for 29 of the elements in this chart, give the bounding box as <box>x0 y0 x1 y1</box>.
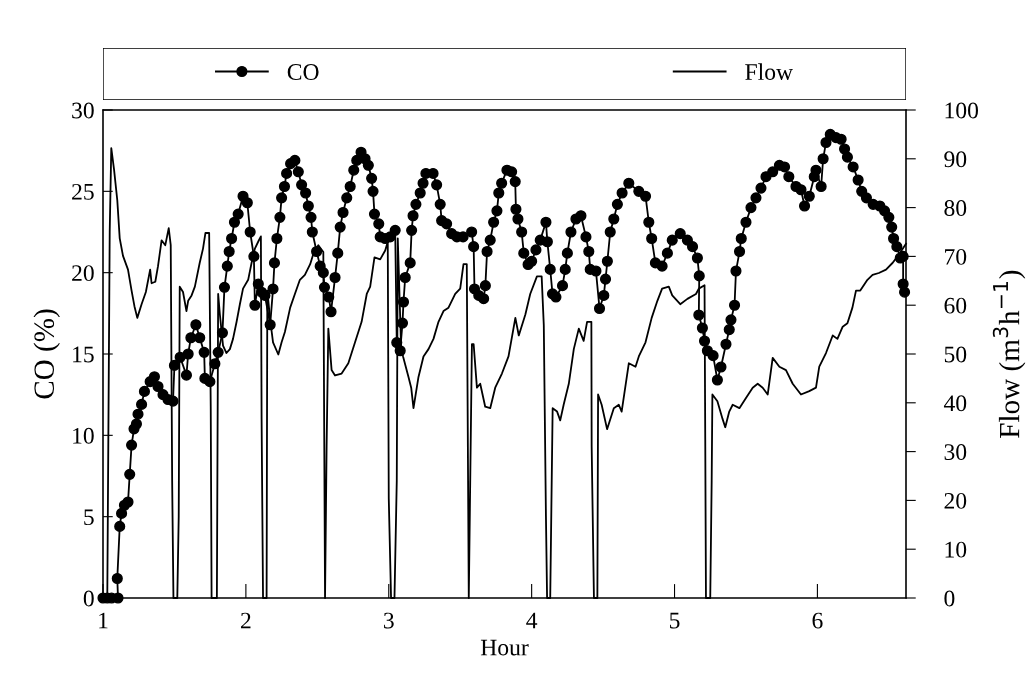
x-tick-label: 2 <box>241 612 251 629</box>
y2-tick-label: 80 <box>944 200 967 217</box>
y2-tick-label: 0 <box>944 590 955 607</box>
y2-tick-label: 90 <box>944 151 967 168</box>
y-tick-label: 0 <box>83 590 94 607</box>
y-tick-label: 15 <box>73 346 94 363</box>
x-tick-label: 4 <box>526 612 538 629</box>
y2-axis-title: Flow (m$^{3}$h$^{−1}$) <box>992 270 1026 438</box>
y-tick-label: 30 <box>72 102 94 119</box>
y2-tick-label: 10 <box>945 541 967 558</box>
y2-tick-label: 20 <box>944 492 967 509</box>
y-tick-label: 5 <box>84 509 94 526</box>
x-tick-label: 1 <box>99 612 108 629</box>
legend-label: Flow <box>745 63 793 80</box>
y2-tick-label: 100 <box>945 102 979 119</box>
x-tick-label: 6 <box>812 612 823 629</box>
y2-tick-label: 30 <box>944 444 967 461</box>
y2-tick-label: 50 <box>944 346 967 363</box>
y-tick-label: 10 <box>73 427 94 444</box>
legend-label: CO <box>287 64 319 80</box>
y2-tick-label: 60 <box>944 297 967 314</box>
y2-tick-label: 70 <box>945 248 967 265</box>
x-axis-title: Hour <box>480 639 529 656</box>
x-tick-label: 3 <box>383 612 394 629</box>
x-tick-label: 5 <box>670 612 680 629</box>
y-tick-label: 25 <box>72 183 94 200</box>
y-tick-label: 20 <box>72 265 94 282</box>
y2-tick-label: 40 <box>943 395 967 412</box>
y-axis-title: CO (%) <box>33 309 60 399</box>
